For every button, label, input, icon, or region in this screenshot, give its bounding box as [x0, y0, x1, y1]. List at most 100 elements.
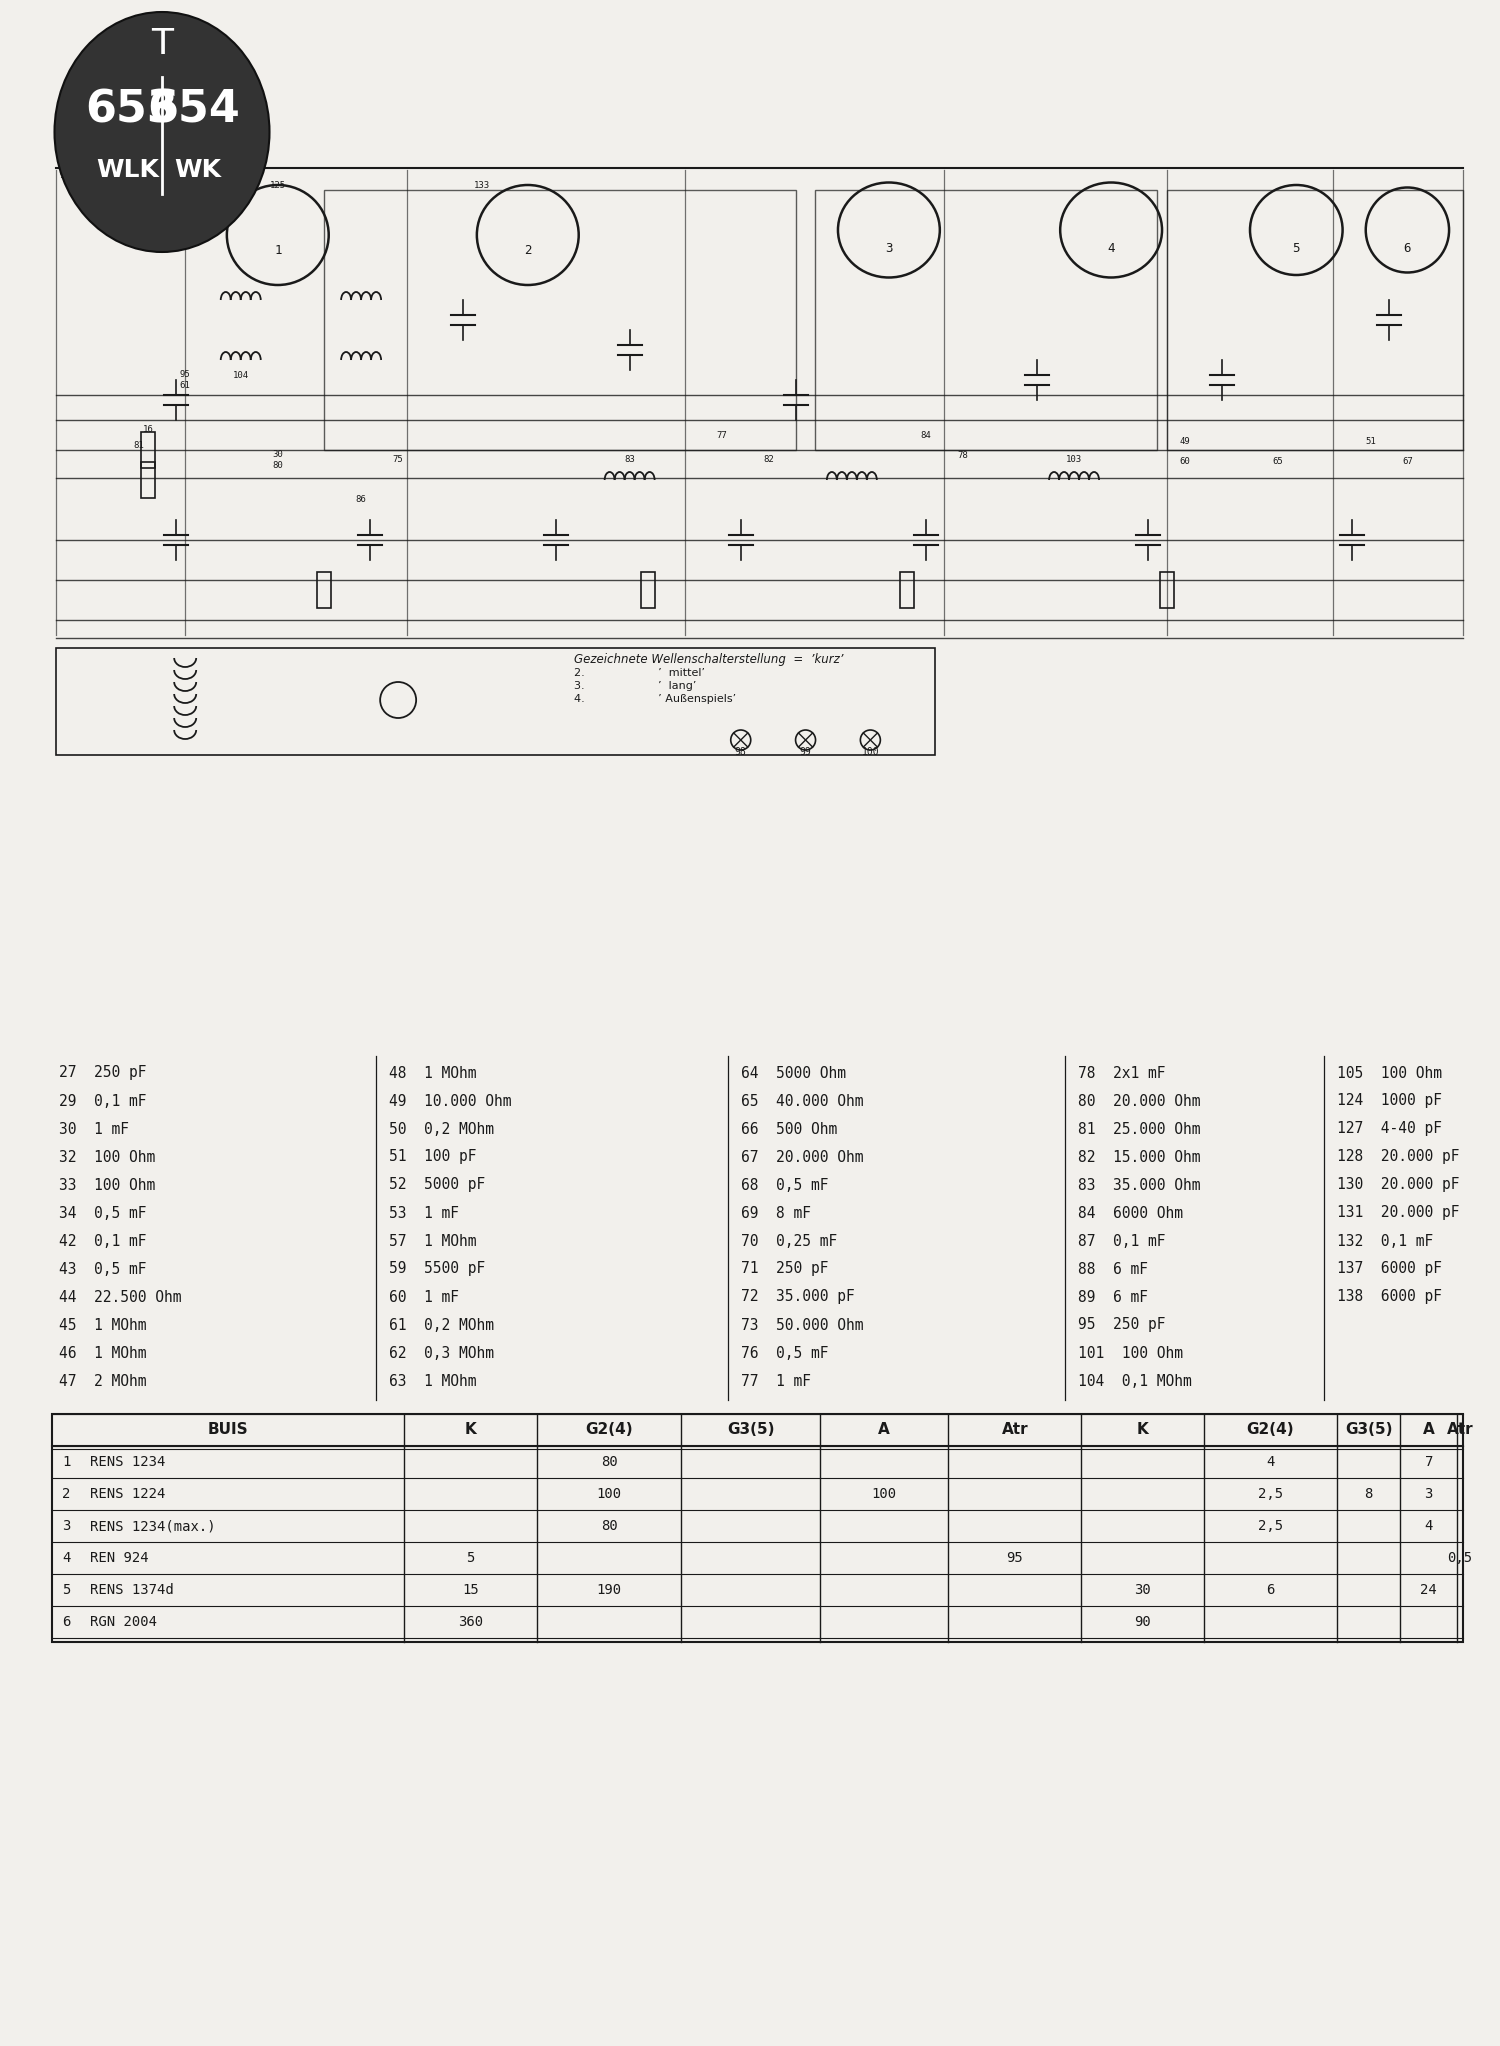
Text: 48  1 MOhm: 48 1 MOhm: [388, 1066, 477, 1080]
Text: 51: 51: [1365, 438, 1376, 446]
Text: 4: 4: [1107, 241, 1114, 254]
Bar: [56, 649, 934, 755]
Text: 70  0,25 mF: 70 0,25 mF: [741, 1234, 837, 1248]
Bar: [141, 462, 154, 497]
Text: 88  6 mF: 88 6 mF: [1078, 1262, 1148, 1277]
Text: 65  40.000 Ohm: 65 40.000 Ohm: [741, 1093, 862, 1109]
Text: 49: 49: [1180, 438, 1191, 446]
Text: 43  0,5 mF: 43 0,5 mF: [60, 1262, 147, 1277]
Bar: [640, 573, 656, 608]
Text: 101  100 Ohm: 101 100 Ohm: [1078, 1346, 1184, 1361]
Text: 47  2 MOhm: 47 2 MOhm: [60, 1373, 147, 1389]
Text: 42  0,1 mF: 42 0,1 mF: [60, 1234, 147, 1248]
Text: RENS 1234: RENS 1234: [90, 1455, 165, 1469]
Text: 34  0,5 mF: 34 0,5 mF: [60, 1205, 147, 1221]
Text: 5: 5: [1293, 241, 1300, 254]
Text: 82  15.000 Ohm: 82 15.000 Ohm: [1078, 1150, 1200, 1164]
Text: 76  0,5 mF: 76 0,5 mF: [741, 1346, 828, 1361]
Text: Atr: Atr: [1448, 1422, 1473, 1438]
Text: 127  4-40 pF: 127 4-40 pF: [1336, 1121, 1442, 1136]
Text: 2.                     ’  mittel’: 2. ’ mittel’: [574, 667, 705, 677]
Text: 4: 4: [1266, 1455, 1275, 1469]
Ellipse shape: [54, 12, 270, 252]
Text: 61  0,2 MOhm: 61 0,2 MOhm: [388, 1318, 494, 1332]
Text: 63  1 MOhm: 63 1 MOhm: [388, 1373, 477, 1389]
Text: 30
80: 30 80: [273, 450, 284, 471]
Text: 4.                     ’ Außenspiels’: 4. ’ Außenspiels’: [574, 694, 736, 704]
Text: 130  20.000 pF: 130 20.000 pF: [1336, 1178, 1460, 1193]
Text: 89  6 mF: 89 6 mF: [1078, 1289, 1148, 1305]
Text: 16: 16: [142, 426, 153, 434]
Text: 3: 3: [62, 1518, 70, 1532]
Text: 100: 100: [871, 1487, 897, 1502]
Text: 4: 4: [62, 1551, 70, 1565]
Text: 7: 7: [1425, 1455, 1432, 1469]
Text: 67: 67: [1402, 458, 1413, 466]
Text: 67  20.000 Ohm: 67 20.000 Ohm: [741, 1150, 862, 1164]
Text: 45  1 MOhm: 45 1 MOhm: [60, 1318, 147, 1332]
Text: 60  1 mF: 60 1 mF: [388, 1289, 459, 1305]
Text: 104: 104: [232, 370, 249, 379]
Text: 31a: 31a: [112, 170, 129, 180]
Text: 72  35.000 pF: 72 35.000 pF: [741, 1289, 855, 1305]
Text: 29  0,1 mF: 29 0,1 mF: [60, 1093, 147, 1109]
Text: 64  5000 Ohm: 64 5000 Ohm: [741, 1066, 846, 1080]
Text: 44  22.500 Ohm: 44 22.500 Ohm: [60, 1289, 182, 1305]
Text: WK: WK: [174, 158, 222, 182]
Bar: [53, 1414, 1462, 1643]
Text: 104  0,1 MOhm: 104 0,1 MOhm: [1078, 1373, 1191, 1389]
Bar: [1167, 190, 1462, 450]
Text: 100: 100: [861, 747, 879, 757]
Text: 95
61: 95 61: [180, 370, 190, 389]
Text: RENS 1224: RENS 1224: [90, 1487, 165, 1502]
Bar: [1160, 573, 1173, 608]
Text: 132  0,1 mF: 132 0,1 mF: [1336, 1234, 1434, 1248]
Text: 8: 8: [1365, 1487, 1372, 1502]
Text: 84  6000 Ohm: 84 6000 Ohm: [1078, 1205, 1184, 1221]
Text: 97: 97: [60, 170, 70, 180]
Text: 125: 125: [270, 180, 286, 190]
Text: G2(4): G2(4): [585, 1422, 633, 1438]
Text: 60: 60: [1180, 458, 1191, 466]
Text: 360: 360: [458, 1614, 483, 1629]
Text: 30: 30: [1134, 1584, 1150, 1598]
Text: 83  35.000 Ohm: 83 35.000 Ohm: [1078, 1178, 1200, 1193]
Text: 84: 84: [921, 430, 932, 440]
Text: 100: 100: [597, 1487, 622, 1502]
Text: 81  25.000 Ohm: 81 25.000 Ohm: [1078, 1121, 1200, 1136]
Text: 1: 1: [274, 243, 282, 256]
Text: 77  1 mF: 77 1 mF: [741, 1373, 810, 1389]
Text: 138  6000 pF: 138 6000 pF: [1336, 1289, 1442, 1305]
Text: 654: 654: [147, 88, 240, 131]
Text: 32  100 Ohm: 32 100 Ohm: [60, 1150, 156, 1164]
Bar: [141, 432, 154, 469]
Text: 105  100 Ohm: 105 100 Ohm: [1336, 1066, 1442, 1080]
Text: 24: 24: [1420, 1584, 1437, 1598]
Text: 653: 653: [86, 88, 178, 131]
Text: 2: 2: [62, 1487, 70, 1502]
Text: 50  0,2 MOhm: 50 0,2 MOhm: [388, 1121, 494, 1136]
Text: 80: 80: [602, 1455, 618, 1469]
Text: 68  0,5 mF: 68 0,5 mF: [741, 1178, 828, 1193]
Text: 57  1 MOhm: 57 1 MOhm: [388, 1234, 477, 1248]
Text: 75: 75: [393, 456, 404, 464]
Text: 78: 78: [957, 450, 969, 460]
Text: 46  1 MOhm: 46 1 MOhm: [60, 1346, 147, 1361]
Text: 83: 83: [624, 456, 634, 464]
Text: 81: 81: [134, 440, 144, 450]
Text: 78  2x1 mF: 78 2x1 mF: [1078, 1066, 1166, 1080]
Text: 3: 3: [1425, 1487, 1432, 1502]
Text: G3(5): G3(5): [728, 1422, 774, 1438]
Text: 27  250 pF: 27 250 pF: [60, 1066, 147, 1080]
Text: 86: 86: [356, 495, 366, 505]
Text: 62  0,3 MOhm: 62 0,3 MOhm: [388, 1346, 494, 1361]
Text: T: T: [152, 27, 172, 61]
Text: 95: 95: [1007, 1551, 1023, 1565]
Text: REN 924: REN 924: [90, 1551, 148, 1565]
Text: 6: 6: [1266, 1584, 1275, 1598]
Bar: [316, 573, 332, 608]
Text: 124  1000 pF: 124 1000 pF: [1336, 1093, 1442, 1109]
Text: 98: 98: [735, 747, 747, 757]
Text: 131  20.000 pF: 131 20.000 pF: [1336, 1205, 1460, 1221]
Text: 77: 77: [717, 430, 728, 440]
